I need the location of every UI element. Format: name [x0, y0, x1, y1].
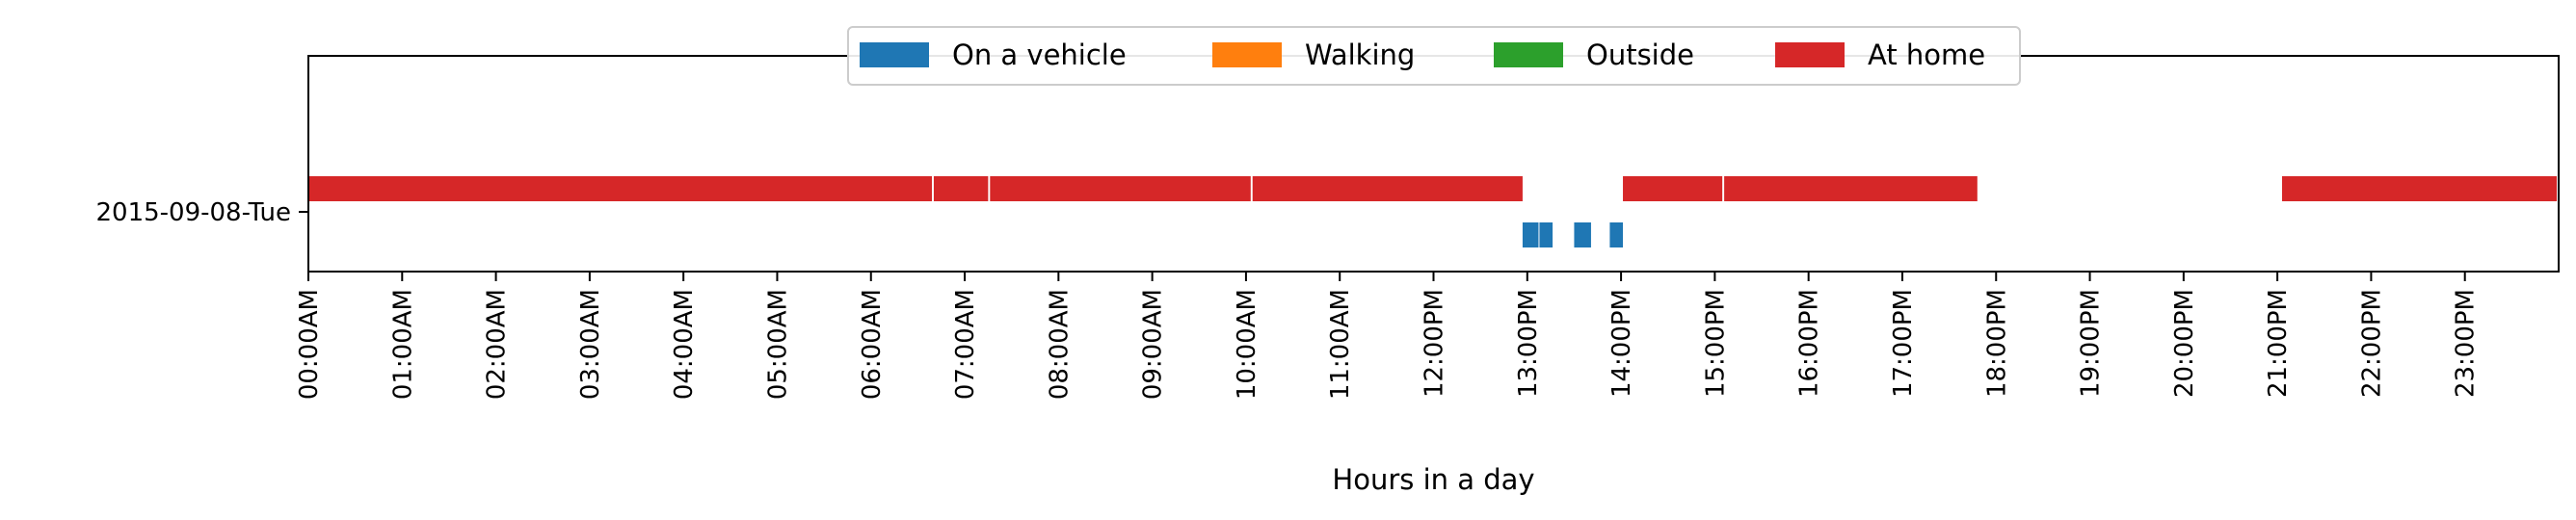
- legend-label: Outside: [1586, 39, 1694, 71]
- x-tick-label: 16:00PM: [1795, 289, 1824, 398]
- x-tick-label: 23:00PM: [2452, 289, 2481, 398]
- x-tick-label: 18:00PM: [1982, 289, 2011, 398]
- legend-label: On a vehicle: [952, 39, 1127, 71]
- segment-bar: [308, 176, 932, 201]
- x-tick-label: 11:00AM: [1326, 289, 1355, 400]
- x-tick-label: 20:00PM: [2170, 289, 2199, 398]
- x-tick-label: 13:00PM: [1514, 289, 1543, 398]
- x-tick-label: 19:00PM: [2077, 289, 2106, 398]
- x-axis-label: Hours in a day: [1332, 463, 1534, 496]
- x-tick-label: 12:00PM: [1421, 289, 1449, 398]
- x-tick-label: 10:00AM: [1233, 289, 1261, 400]
- x-tick-label: 15:00PM: [1701, 289, 1730, 398]
- x-tick-label: 17:00PM: [1889, 289, 1918, 398]
- x-tick-label: 09:00AM: [1139, 289, 1168, 400]
- legend-swatch: [1494, 42, 1563, 67]
- y-axis: 2015-09-08-Tue: [95, 198, 308, 227]
- segment-bar: [1623, 176, 1723, 201]
- x-tick-label: 06:00AM: [858, 289, 887, 400]
- segment-bar: [1609, 222, 1624, 247]
- x-axis: 00:00AM 01:00AM 02:00AM 03:00AM 04:00AM 05:00…: [295, 272, 2481, 400]
- legend-box: [847, 26, 2021, 86]
- segment-bar: [2281, 176, 2558, 201]
- segment-bar: [990, 176, 1251, 201]
- x-tick-label: 01:00AM: [388, 289, 417, 400]
- x-tick-label: 04:00AM: [670, 289, 699, 400]
- segment-bar: [1539, 222, 1554, 247]
- x-tick-label: 03:00AM: [576, 289, 605, 400]
- segment-bar: [1574, 222, 1591, 247]
- segment-bar: [1724, 176, 1978, 201]
- x-tick-label: 14:00PM: [1607, 289, 1636, 398]
- legend: On a vehicle Walking Outside At home: [847, 26, 2021, 86]
- x-tick-label: 08:00AM: [1045, 289, 1074, 400]
- legend-swatch: [1775, 42, 1845, 67]
- x-tick-label: 21:00PM: [2264, 289, 2293, 398]
- legend-swatch: [860, 42, 929, 67]
- segment-bar: [1522, 222, 1539, 247]
- y-tick-label: 2015-09-08-Tue: [95, 198, 291, 227]
- x-tick-label: 07:00AM: [951, 289, 980, 400]
- x-tick-label: 02:00AM: [483, 289, 512, 400]
- legend-label: Walking: [1305, 39, 1415, 71]
- segment-bar: [933, 176, 989, 201]
- x-tick-label: 05:00AM: [763, 289, 792, 400]
- data-marks: [308, 176, 2558, 247]
- x-tick-label: 00:00AM: [295, 289, 324, 400]
- legend-swatch: [1212, 42, 1282, 67]
- legend-label: At home: [1868, 39, 1985, 71]
- segment-bar: [1252, 176, 1523, 201]
- x-tick-label: 22:00PM: [2357, 289, 2386, 398]
